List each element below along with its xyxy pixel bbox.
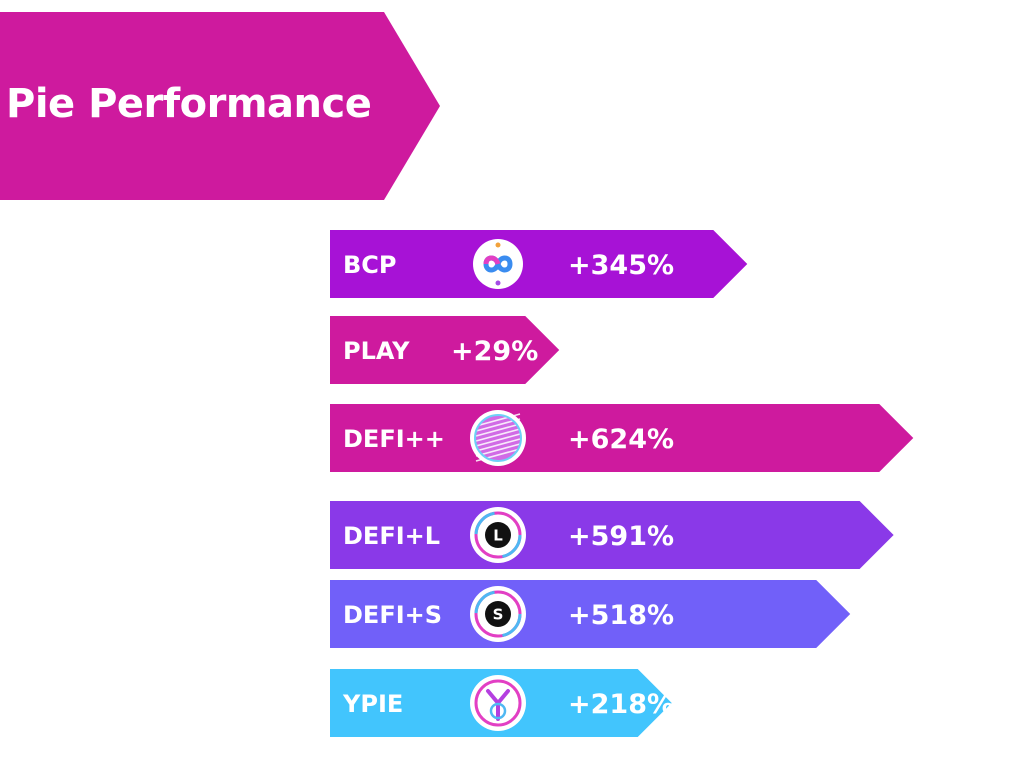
bar-label-bcp: BCP	[343, 251, 397, 279]
svg-text:L: L	[493, 527, 503, 545]
bar-value-defi-s: +518%	[568, 600, 674, 631]
bar-value-play: +29%	[451, 336, 538, 367]
defi-l-logo-icon: L	[470, 507, 526, 563]
svg-text:S: S	[493, 606, 504, 624]
bar-value-bcp: +345%	[568, 250, 674, 281]
bar-label-play: PLAY	[343, 337, 410, 365]
bar-label-defi-plus-plus: DEFI++	[343, 425, 445, 453]
bar-bcp	[330, 230, 748, 298]
defi-plus-plus-logo-icon	[470, 410, 526, 466]
bar-play	[330, 316, 560, 384]
bar-label-defi-s: DEFI+S	[343, 601, 442, 629]
page-title: Pie Performance	[6, 81, 372, 127]
bar-value-defi-l: +591%	[568, 521, 674, 552]
bar-defi-l	[330, 501, 894, 569]
bar-defi-s	[330, 580, 851, 648]
defi-s-logo-icon: S	[470, 586, 526, 642]
ypie-logo-icon	[470, 675, 526, 731]
bar-label-ypie: YPIE	[342, 690, 403, 718]
bar-value-ypie: +218%	[568, 689, 674, 720]
bar-label-defi-l: DEFI+L	[343, 522, 440, 550]
title-banner	[0, 12, 440, 200]
bar-value-defi-plus-plus: +624%	[568, 424, 674, 455]
bcp-logo-icon	[473, 239, 523, 289]
